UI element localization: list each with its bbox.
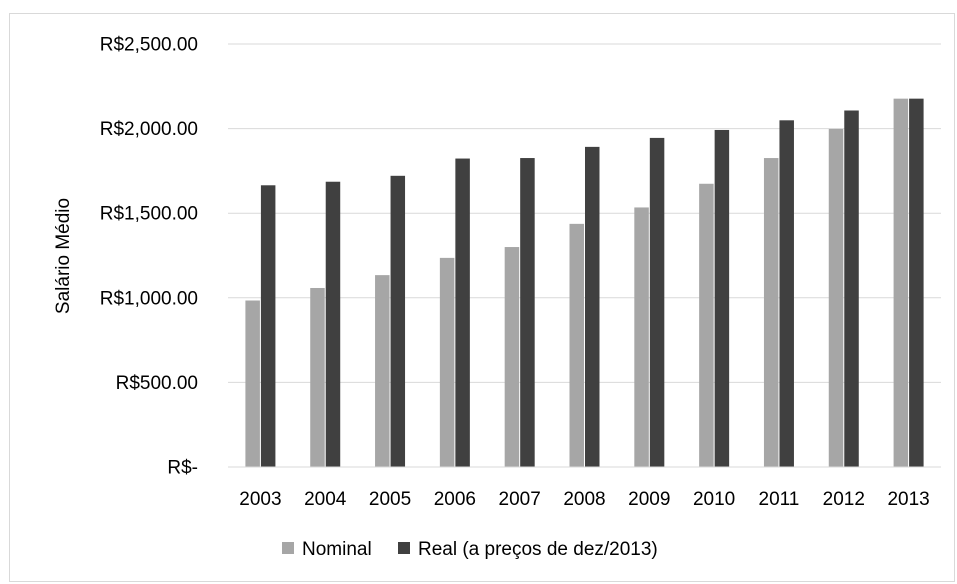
bar-real-2010 [714,129,730,467]
bar-nominal-2011 [763,158,779,467]
bar-real-2013 [909,98,924,467]
y-tick-label: R$- [167,458,198,479]
bar-real-2008 [585,146,600,467]
bar-real-2011 [779,120,794,467]
bar-real-2004 [325,181,341,467]
x-tick-label: 2004 [304,489,347,510]
bar-real-2003 [260,185,276,468]
bar-nominal-2008 [569,223,584,467]
legend-swatch [398,542,410,554]
bar-real-2012 [844,110,859,467]
x-tick-label: 2011 [759,489,800,510]
bar-nominal-2003 [245,300,260,467]
x-axis-ticks: 2003 2004 2005 2006 2007 2008 2009 2010 2011 2012… [239,489,929,510]
y-tick-label: R$1,500.00 [100,204,198,225]
x-tick-label: 2013 [887,489,929,510]
bar-nominal-2012 [828,128,844,467]
y-tick-label: R$1,000.00 [100,288,198,309]
bar-nominal-2007 [504,247,520,467]
y-tick-label: R$2,500.00 [100,35,198,56]
legend-item-real[interactable]: Real (a preços de dez/2013) [398,539,658,560]
legend-label: Real (a preços de dez/2013) [418,539,658,560]
bar-nominal-2005 [375,275,390,467]
x-tick-label: 2010 [693,489,735,510]
x-tick-label: 2009 [628,489,670,510]
y-tick-label: R$2,000.00 [100,119,198,140]
bar-nominal-2004 [310,287,325,467]
x-tick-label: 2012 [823,489,865,510]
bar-real-2005 [390,175,406,467]
bar-real-2007 [520,158,535,467]
y-axis-title: Salário Médio [53,198,74,314]
legend-item-nominal[interactable]: Nominal [282,539,372,560]
x-tick-label: 2005 [369,489,411,510]
y-tick-label: R$500.00 [116,373,198,394]
gridlines [228,43,941,383]
bar-nominal-2006 [439,257,455,467]
bar-real-2006 [455,158,470,467]
x-tick-label: 2003 [239,489,281,510]
bar-nominal-2010 [699,183,714,467]
legend-label: Nominal [302,539,372,560]
x-tick-label: 2006 [434,489,476,510]
x-tick-label: 2007 [499,489,541,510]
bar-nominal-2009 [634,207,649,467]
legend[interactable]: Nominal Real (a preços de dez/2013) [282,539,658,560]
bar-nominal-2013 [893,98,909,467]
bars [245,98,924,468]
legend-swatch [282,542,294,554]
x-tick-label: 2008 [563,489,605,510]
bar-real-2009 [649,137,665,467]
y-axis-ticks: R$- R$500.00 R$1,000.00 R$1,500.00 R$2,000.0… [100,35,198,479]
